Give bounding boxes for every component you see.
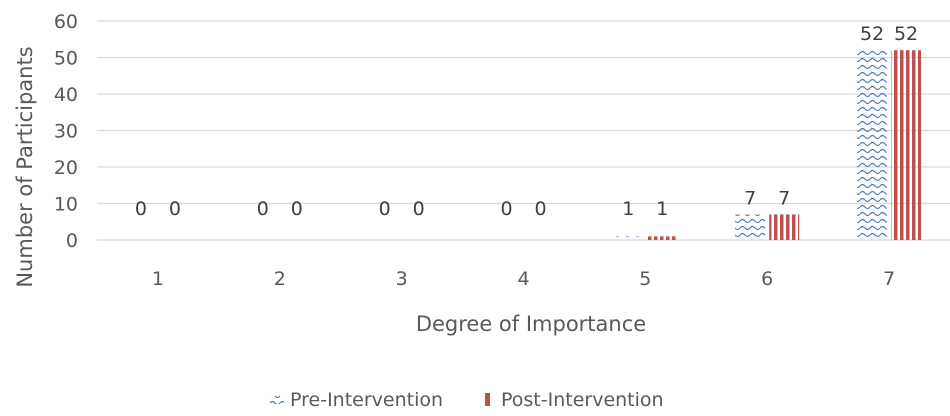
y-axis-ticks: 0 10 20 30 40 50 60	[54, 11, 78, 252]
y-tick-label: 60	[54, 11, 78, 33]
data-label: 7	[744, 187, 756, 209]
bar-post-intervention	[769, 214, 800, 240]
bar-post-intervention	[891, 50, 922, 241]
data-label: 0	[291, 198, 303, 220]
x-axis-ticks: 1 2 3 4 5 6 7	[152, 268, 895, 290]
y-tick-label: 40	[54, 84, 78, 106]
data-label: 7	[778, 187, 790, 209]
legend: Pre-Intervention Post-Intervention	[270, 389, 664, 411]
x-tick-label: 4	[517, 268, 529, 290]
legend-label: Pre-Intervention	[290, 389, 443, 411]
legend-item: Pre-Intervention	[270, 389, 443, 411]
legend-swatch-post	[485, 393, 490, 406]
gridlines	[97, 20, 950, 241]
data-label: 0	[169, 198, 181, 220]
legend-label: Post-Intervention	[501, 389, 664, 411]
bars	[613, 50, 922, 241]
bar-pre-intervention	[735, 214, 766, 240]
y-tick-label: 0	[66, 230, 78, 252]
x-tick-label: 7	[883, 268, 895, 290]
data-label: 0	[257, 198, 269, 220]
data-label: 0	[413, 198, 425, 220]
y-tick-label: 50	[54, 48, 78, 70]
data-labels: 0 0 0 0 0 0 0 0 1 1 7 752 52	[135, 23, 918, 220]
y-tick-label: 10	[54, 194, 78, 216]
data-label: 1	[656, 198, 668, 220]
bar-post-intervention	[647, 236, 678, 240]
data-label: 52	[894, 23, 918, 45]
x-tick-label: 2	[274, 268, 286, 290]
bar-pre-intervention	[613, 236, 644, 240]
x-axis-title: Degree of Importance	[416, 312, 646, 336]
x-tick-label: 6	[761, 268, 773, 290]
x-tick-label: 5	[639, 268, 651, 290]
bar-pre-intervention	[857, 50, 888, 241]
y-axis-title: Number of Participants	[13, 46, 37, 287]
y-tick-label: 30	[54, 121, 78, 143]
x-tick-label: 1	[152, 268, 164, 290]
data-label: 52	[860, 23, 884, 45]
data-label: 1	[622, 198, 634, 220]
x-tick-label: 3	[396, 268, 408, 290]
data-label: 0	[379, 198, 391, 220]
data-label: 0	[500, 198, 512, 220]
legend-item: Post-Intervention	[485, 389, 664, 411]
data-label: 0	[135, 198, 147, 220]
data-label: 0	[534, 198, 546, 220]
legend-swatch-pre	[270, 396, 284, 404]
y-tick-label: 20	[54, 157, 78, 179]
